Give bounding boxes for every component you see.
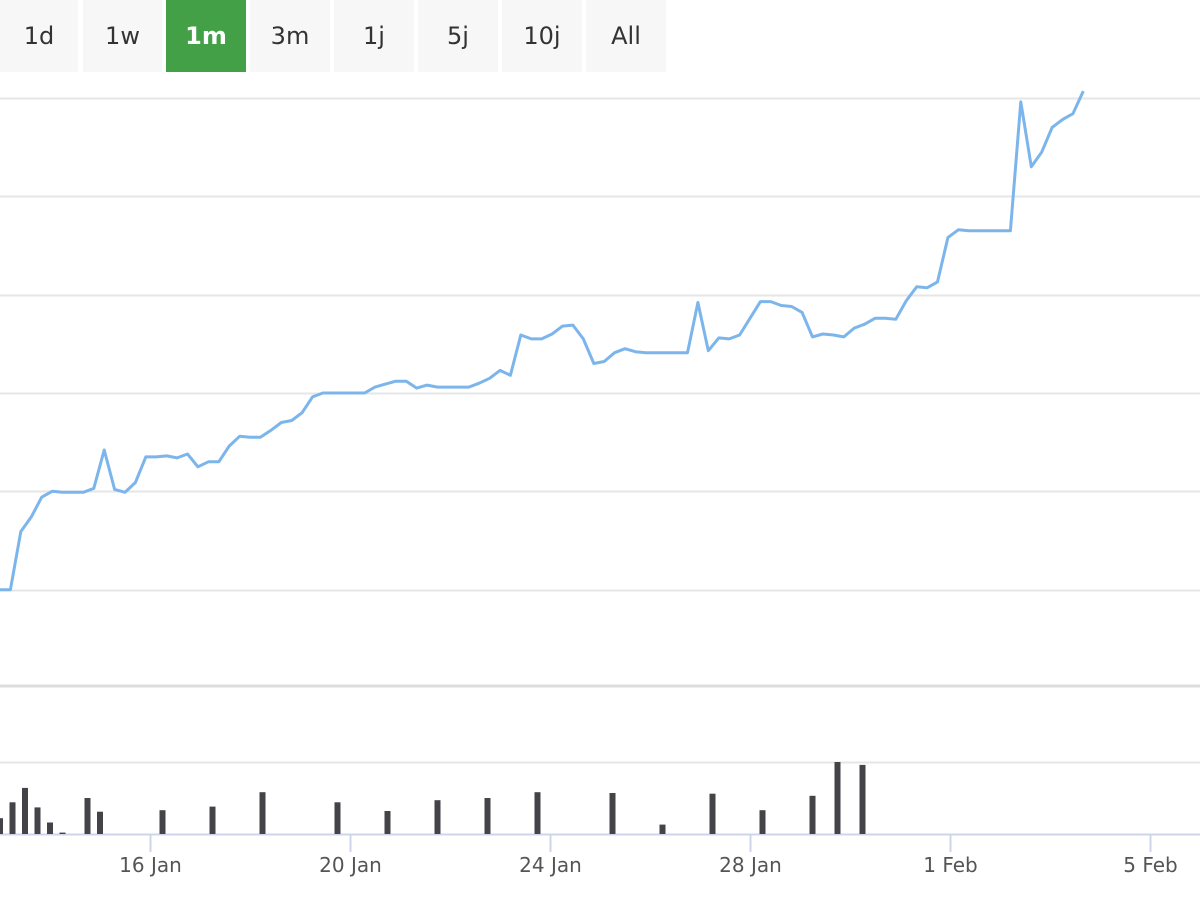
- volume-bar: [34, 807, 41, 834]
- volume-bar: [47, 822, 53, 834]
- volume-bar: [59, 832, 66, 834]
- volume-bar: [859, 764, 866, 834]
- x-axis-tick-label: 16 Jan: [119, 853, 182, 877]
- x-axis-tick-label: 28 Jan: [719, 853, 782, 877]
- range-button-10j[interactable]: 10j: [502, 0, 582, 72]
- volume-bar: [759, 810, 766, 834]
- x-axis-tick-label: 20 Jan: [319, 853, 382, 877]
- volume-gridlines: [0, 761, 1200, 836]
- volume-bar: [484, 798, 491, 834]
- volume-bar: [334, 802, 341, 834]
- range-button-3m[interactable]: 3m: [250, 0, 330, 72]
- range-button-all[interactable]: All: [586, 0, 666, 72]
- volume-bars: [0, 762, 866, 834]
- volume-bar: [22, 787, 28, 834]
- price-series-line: [0, 90, 1085, 592]
- volume-bar: [209, 806, 216, 834]
- volume-bar: [259, 792, 266, 834]
- volume-bar: [384, 811, 391, 834]
- volume-bar: [0, 818, 3, 834]
- volume-bar: [159, 810, 166, 834]
- price-gridlines: [0, 97, 1200, 592]
- x-axis-tick-label: 24 Jan: [519, 853, 582, 877]
- volume-bar: [84, 798, 91, 834]
- x-axis-tick-label: 1 Feb: [923, 853, 978, 877]
- volume-bar: [809, 795, 816, 834]
- volume-bar: [834, 762, 841, 834]
- range-button-1d[interactable]: 1d: [0, 0, 78, 72]
- volume-bar: [97, 811, 103, 834]
- range-button-1w[interactable]: 1w: [83, 0, 162, 72]
- x-axis: 16 Jan 20 Jan 24 Jan 28 Jan 1 Feb 5 Feb: [119, 834, 1178, 877]
- range-button-5j[interactable]: 5j: [418, 0, 498, 72]
- volume-bar: [434, 800, 441, 834]
- volume-bar: [709, 793, 716, 834]
- range-button-1m[interactable]: 1m: [166, 0, 246, 72]
- volume-bar: [659, 824, 666, 834]
- volume-bar: [9, 802, 16, 834]
- volume-bar: [534, 792, 541, 834]
- range-button-1j[interactable]: 1j: [334, 0, 414, 72]
- x-axis-tick-label: 5 Feb: [1123, 853, 1178, 877]
- volume-bar: [609, 793, 616, 834]
